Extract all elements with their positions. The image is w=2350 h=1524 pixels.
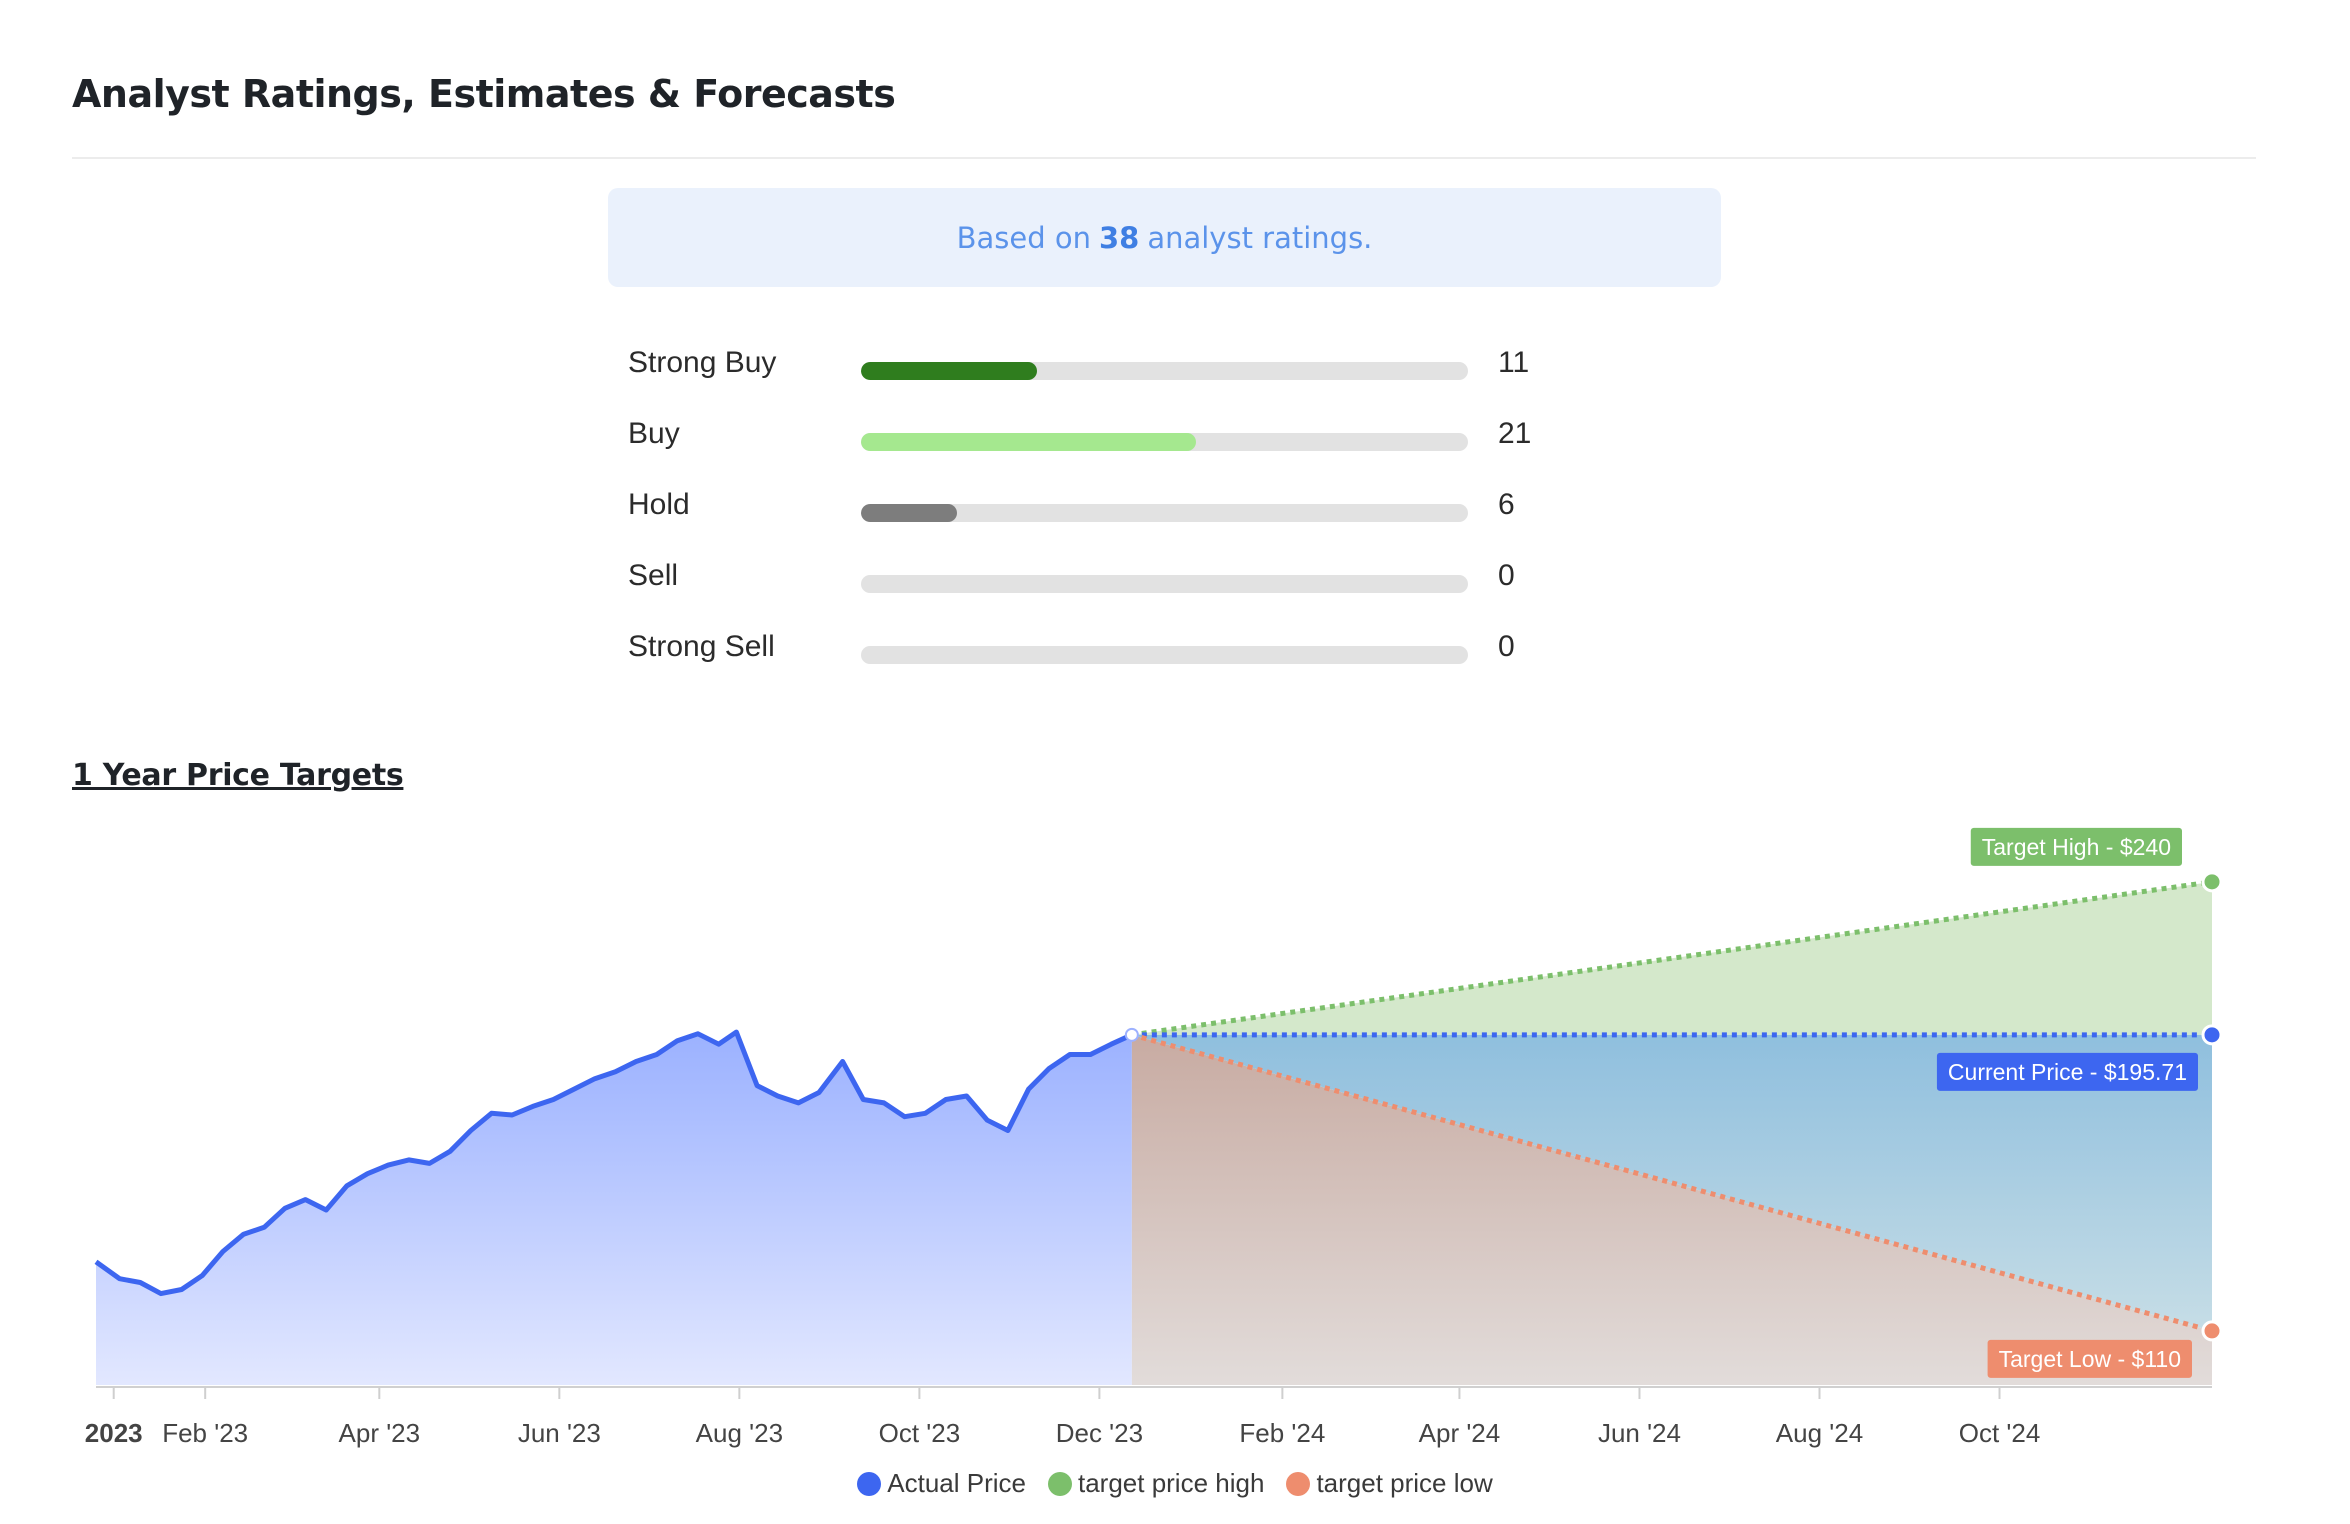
current-price-label-box xyxy=(1936,1052,2198,1091)
x-tick-label: Feb '23 xyxy=(162,1418,248,1448)
rating-row-strong-sell: Strong Sell 0 xyxy=(628,630,1528,670)
title-divider xyxy=(72,157,2256,159)
current-price-start-point xyxy=(1124,1027,1139,1042)
rating-bar-track xyxy=(861,575,1468,593)
analyst-count: 38 xyxy=(1098,220,1140,255)
annotation-layer: Target High - $240 Current Price - $195.7… xyxy=(1936,827,2198,1378)
target-high-point xyxy=(2201,871,2223,893)
legend-dot-icon xyxy=(1286,1471,1311,1496)
rating-count: 6 xyxy=(1498,488,1515,521)
page-title: Analyst Ratings, Estimates & Forecasts xyxy=(72,72,896,116)
analyst-summary-banner: Based on 38 analyst ratings. xyxy=(608,188,1721,287)
rating-bar-track xyxy=(861,646,1468,664)
rating-count: 21 xyxy=(1498,417,1532,450)
chart-legend: Actual Price target price high target pr… xyxy=(0,1468,2350,1499)
rating-bar-track xyxy=(861,433,1468,451)
rating-label: Buy xyxy=(628,417,680,450)
x-axis: 2023 Feb '23 Apr '23 Jun '23 Aug '23 Oct '23 D… xyxy=(85,1386,2212,1448)
legend-dot-icon xyxy=(857,1471,882,1496)
rating-count: 0 xyxy=(1498,630,1515,663)
target-low-label-box xyxy=(1987,1339,2192,1378)
rating-label: Hold xyxy=(628,488,690,521)
actual-price-line xyxy=(94,1029,1133,1297)
x-tick-label: Aug '24 xyxy=(1776,1418,1863,1448)
x-tick-label: Apr '23 xyxy=(339,1418,421,1448)
rating-count: 0 xyxy=(1498,559,1515,592)
rating-bar-track xyxy=(861,504,1468,522)
rating-label: Strong Buy xyxy=(628,346,777,379)
target-high-label-box xyxy=(1970,827,2182,866)
legend-label: target price low xyxy=(1316,1468,1493,1498)
price-targets-title[interactable]: 1 Year Price Targets xyxy=(72,758,404,793)
target-low-label-text: Target Low - $110 xyxy=(1999,1346,2181,1372)
legend-dot-icon xyxy=(1047,1471,1072,1496)
rating-bar-fill xyxy=(861,433,1197,451)
x-tick-label: Oct '24 xyxy=(1959,1418,2041,1448)
rating-bar-fill xyxy=(861,504,957,522)
rating-row-buy: Buy 21 xyxy=(628,417,1532,457)
rating-label: Strong Sell xyxy=(628,630,775,663)
target-low-label: Target Low - $110 xyxy=(1987,1339,2192,1378)
current-price-label: Current Price - $195.71 xyxy=(1936,1052,2198,1091)
rating-bar-track xyxy=(861,362,1468,380)
x-tick-label: Apr '24 xyxy=(1419,1418,1501,1448)
x-tick-label: Jun '23 xyxy=(518,1418,601,1448)
rating-label: Sell xyxy=(628,559,679,592)
target-high-line xyxy=(1131,879,2213,1038)
summary-suffix: analyst ratings. xyxy=(1147,220,1373,255)
rating-row-strong-buy: Strong Buy 11 xyxy=(628,346,1530,386)
rating-count: 11 xyxy=(1498,346,1530,379)
target-high-label: Target High - $240 xyxy=(1970,827,2182,866)
x-tick-label: Aug '23 xyxy=(696,1418,783,1448)
point-layer xyxy=(1124,871,2223,1342)
target-low-line xyxy=(1131,1032,2213,1334)
legend-item-target-high[interactable]: target price high xyxy=(1047,1468,1265,1499)
rating-row-hold: Hold 6 xyxy=(628,488,1528,528)
legend-item-target-low[interactable]: target price low xyxy=(1286,1468,1493,1499)
legend-label: Actual Price xyxy=(887,1468,1026,1498)
x-tick-label: 2023 xyxy=(85,1418,143,1448)
price-target-chart: 2023 Feb '23 Apr '23 Jun '23 Aug '23 Oct '23 D… xyxy=(85,827,2223,1448)
rating-row-sell: Sell 0 xyxy=(628,559,1528,599)
x-tick-label: Jun '24 xyxy=(1598,1418,1681,1448)
legend-item-actual[interactable]: Actual Price xyxy=(857,1468,1026,1499)
current-price-point xyxy=(2201,1024,2223,1046)
target-low-point xyxy=(2201,1320,2223,1342)
x-tick-label: Oct '23 xyxy=(879,1418,961,1448)
target-high-label-text: Target High - $240 xyxy=(1982,834,2171,860)
x-tick-label: Dec '23 xyxy=(1056,1418,1143,1448)
rating-bar-fill xyxy=(861,362,1037,380)
target-low-area xyxy=(1131,1034,2212,1385)
legend-label: target price high xyxy=(1077,1468,1265,1498)
actual-price-area xyxy=(96,1032,1132,1385)
current-price-label-text: Current Price - $195.71 xyxy=(1948,1059,2187,1085)
summary-prefix: Based on xyxy=(956,220,1091,255)
line-layer xyxy=(94,879,2213,1334)
area-layer xyxy=(96,881,2212,1385)
x-tick-label: Feb '24 xyxy=(1239,1418,1325,1448)
